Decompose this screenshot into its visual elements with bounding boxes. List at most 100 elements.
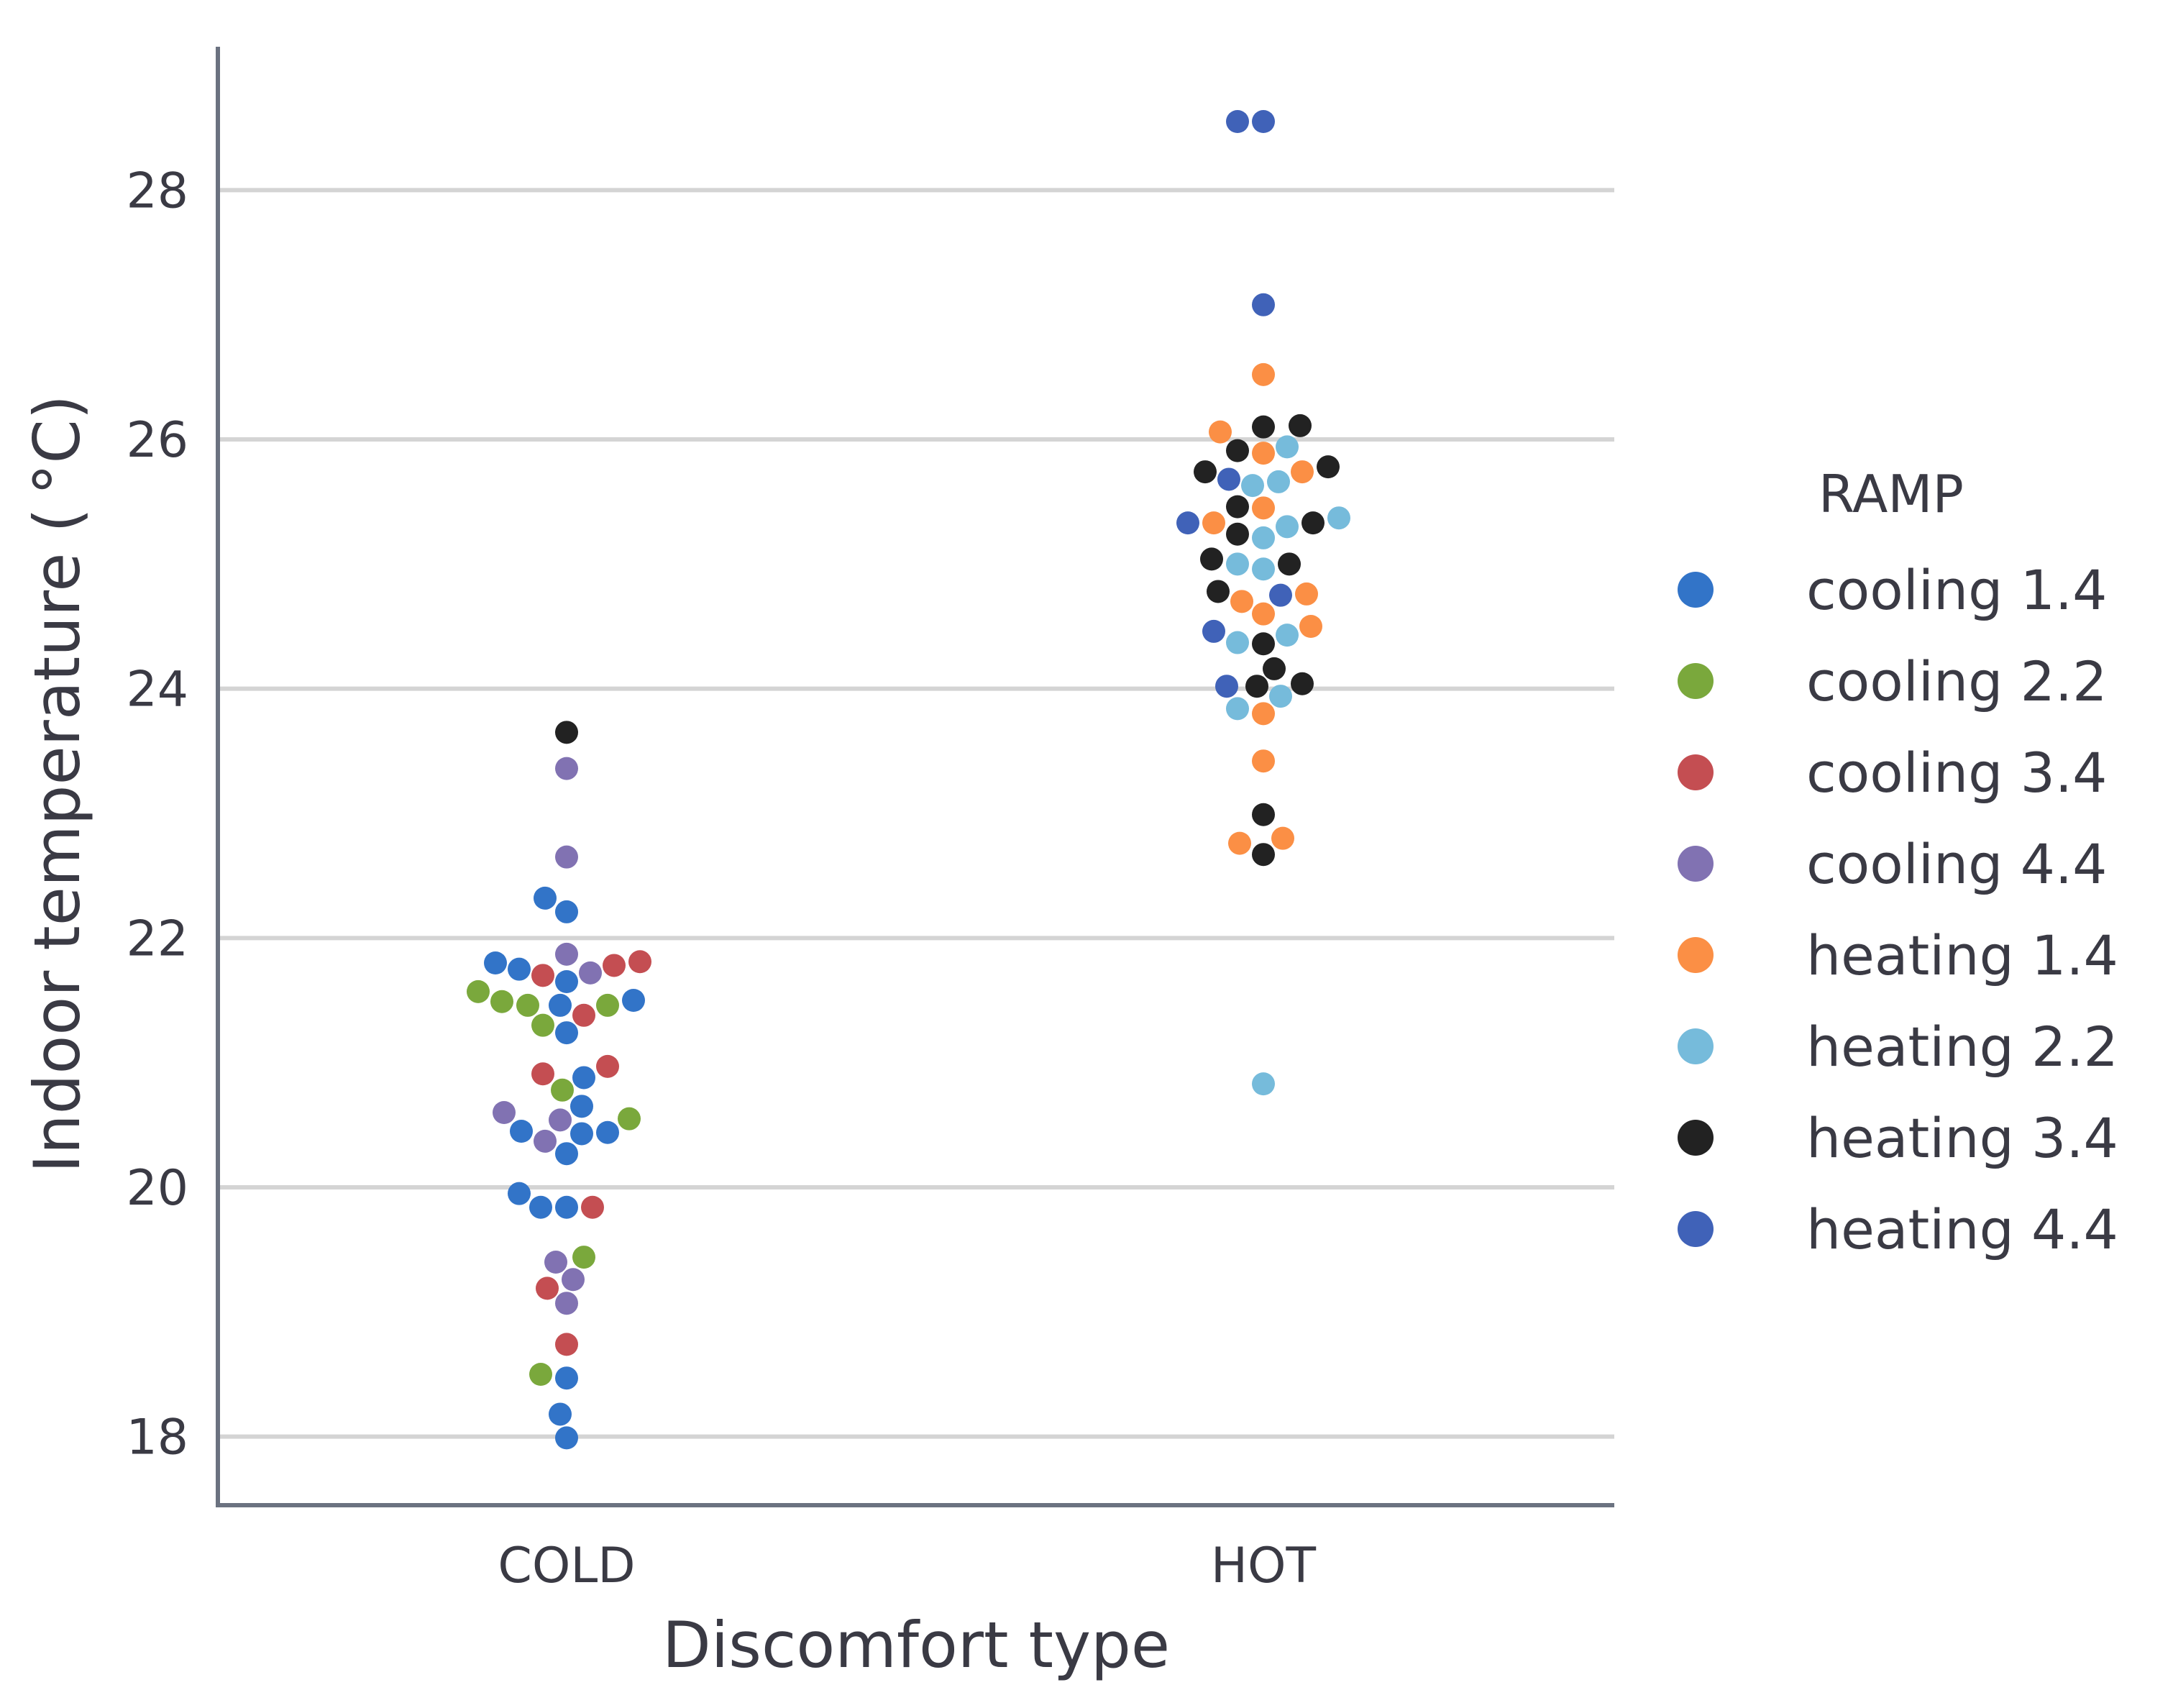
point-cooling-4-4-cold (549, 1108, 572, 1132)
x-tick-labels: COLD HOT (498, 1538, 1316, 1594)
point-cooling-4-4-cold (493, 1101, 516, 1124)
point-heating-2-2-hot (1252, 526, 1275, 549)
point-cooling-1-4-cold (622, 989, 645, 1012)
point-cooling-1-4-cold (555, 1426, 578, 1450)
point-cooling-2-2-cold (618, 1107, 641, 1131)
point-cooling-1-4-cold (529, 1195, 552, 1219)
y-tick-label: 24 (126, 662, 188, 718)
point-heating-3-4-hot (1207, 580, 1230, 603)
point-heating-2-2-hot (1252, 1072, 1275, 1096)
legend-label-heating-2-2: heating 2.2 (1806, 1015, 2118, 1079)
point-cooling-1-4-cold (570, 1095, 593, 1118)
point-heating-1-4-hot (1252, 496, 1275, 520)
point-heating-3-4-hot (1278, 552, 1301, 576)
point-cooling-1-4-cold (596, 1120, 619, 1144)
point-cooling-1-4-cold (555, 1195, 578, 1219)
point-cooling-1-4-cold (555, 900, 578, 923)
point-heating-2-2-hot (1276, 515, 1299, 539)
point-heating-3-4-hot (1245, 675, 1268, 698)
point-heating-1-4-hot (1299, 615, 1322, 638)
point-cooling-1-4-cold (555, 1142, 578, 1166)
point-heating-3-4-hot (1317, 455, 1340, 479)
point-heating-3-4-hot (1226, 439, 1249, 462)
point-heating-3-4-hot (1263, 657, 1286, 680)
point-heating-4-4-hot (1252, 110, 1275, 133)
point-cooling-1-4-cold (555, 1366, 578, 1390)
point-cooling-1-4-cold (555, 970, 578, 993)
legend-label-heating-4-4: heating 4.4 (1806, 1197, 2118, 1261)
point-heating-2-2-hot (1276, 435, 1299, 459)
legend-marker-heating-1-4 (1678, 937, 1714, 973)
point-cooling-2-2-cold (596, 993, 619, 1017)
legend-marker-cooling-2-2 (1678, 663, 1714, 699)
point-heating-1-4-hot (1252, 702, 1275, 726)
point-heating-2-2-hot (1226, 697, 1249, 721)
point-cooling-4-4-cold (555, 845, 578, 869)
legend-label-cooling-1-4: cooling 1.4 (1806, 558, 2107, 622)
point-heating-1-4-hot (1252, 749, 1275, 773)
point-cooling-3-4-cold (531, 964, 554, 987)
point-cooling-2-2-cold (516, 993, 539, 1017)
x-tick-label-cold: COLD (498, 1538, 635, 1594)
point-cooling-3-4-cold (581, 1195, 604, 1219)
point-heating-3-4-hot (1200, 547, 1223, 571)
point-heating-1-4-hot (1230, 590, 1253, 613)
point-heating-3-4-hot (1226, 495, 1249, 519)
point-cooling-1-4-cold (555, 1021, 578, 1045)
point-heating-2-2-hot (1267, 470, 1290, 493)
legend-title: RAMP (1819, 464, 1964, 524)
point-cooling-2-2-cold (490, 990, 513, 1013)
point-cooling-3-4-cold (531, 1062, 554, 1086)
axes (216, 47, 1614, 1507)
point-cooling-4-4-cold (555, 1292, 578, 1315)
point-heating-2-2-hot (1276, 624, 1299, 647)
y-tick-label: 28 (126, 163, 188, 219)
x-tick-label-hot: HOT (1211, 1538, 1317, 1594)
point-cooling-3-4-cold (536, 1277, 559, 1300)
point-cooling-4-4-cold (555, 942, 578, 966)
point-heating-3-4-hot (1252, 415, 1275, 439)
point-cooling-2-2-cold (531, 1013, 554, 1037)
point-cooling-4-4-cold (579, 961, 602, 985)
point-heating-4-4-hot (1202, 619, 1225, 643)
legend-marker-heating-2-2 (1678, 1028, 1714, 1064)
grid-lines (218, 188, 1614, 1439)
point-heating-4-4-hot (1226, 110, 1249, 133)
point-heating-1-4-hot (1228, 831, 1251, 855)
point-heating-4-4-hot (1217, 467, 1240, 491)
point-heating-1-4-hot (1252, 602, 1275, 626)
point-cooling-4-4-cold (562, 1268, 585, 1292)
point-cooling-1-4-cold (572, 1066, 595, 1090)
legend-marker-heating-4-4 (1678, 1211, 1714, 1247)
legend-label-cooling-4-4: cooling 4.4 (1806, 832, 2107, 896)
point-heating-2-2-hot (1252, 557, 1275, 581)
legend: RAMP cooling 1.4 cooling 2.2 cooling 3.4 co… (1678, 464, 2118, 1261)
point-cooling-4-4-cold (544, 1251, 567, 1274)
legend-label-heating-3-4: heating 3.4 (1806, 1106, 2118, 1170)
point-heating-2-2-hot (1226, 631, 1249, 654)
point-heating-3-4-hot (1194, 460, 1217, 484)
point-heating-3-4-hot (1289, 414, 1312, 437)
point-heating-1-4-hot (1202, 511, 1225, 535)
point-heating-1-4-hot (1271, 826, 1294, 850)
point-heating-4-4-hot (1176, 511, 1199, 535)
point-cooling-1-4-cold (570, 1122, 593, 1146)
point-heating-3-4-hot (1252, 803, 1275, 826)
legend-marker-cooling-4-4 (1678, 846, 1714, 882)
point-cooling-2-2-cold (572, 1246, 595, 1269)
point-cooling-3-4-cold (596, 1054, 619, 1078)
point-heating-3-4-hot (1291, 672, 1314, 695)
point-cooling-2-2-cold (467, 979, 490, 1003)
point-heating-1-4-hot (1295, 582, 1318, 606)
point-heating-3-4-hot (1301, 511, 1325, 535)
point-cooling-2-2-cold (529, 1363, 552, 1386)
point-cooling-1-4-cold (549, 993, 572, 1017)
point-heating-3-4-hot (1252, 632, 1275, 656)
data-points (467, 110, 1350, 1450)
y-tick-label: 18 (126, 1410, 188, 1466)
point-cooling-3-4-cold (628, 950, 651, 974)
point-heating-2-2-hot (1226, 552, 1249, 576)
point-heating-2-2-hot (1241, 474, 1264, 498)
y-tick-label: 22 (126, 910, 188, 967)
